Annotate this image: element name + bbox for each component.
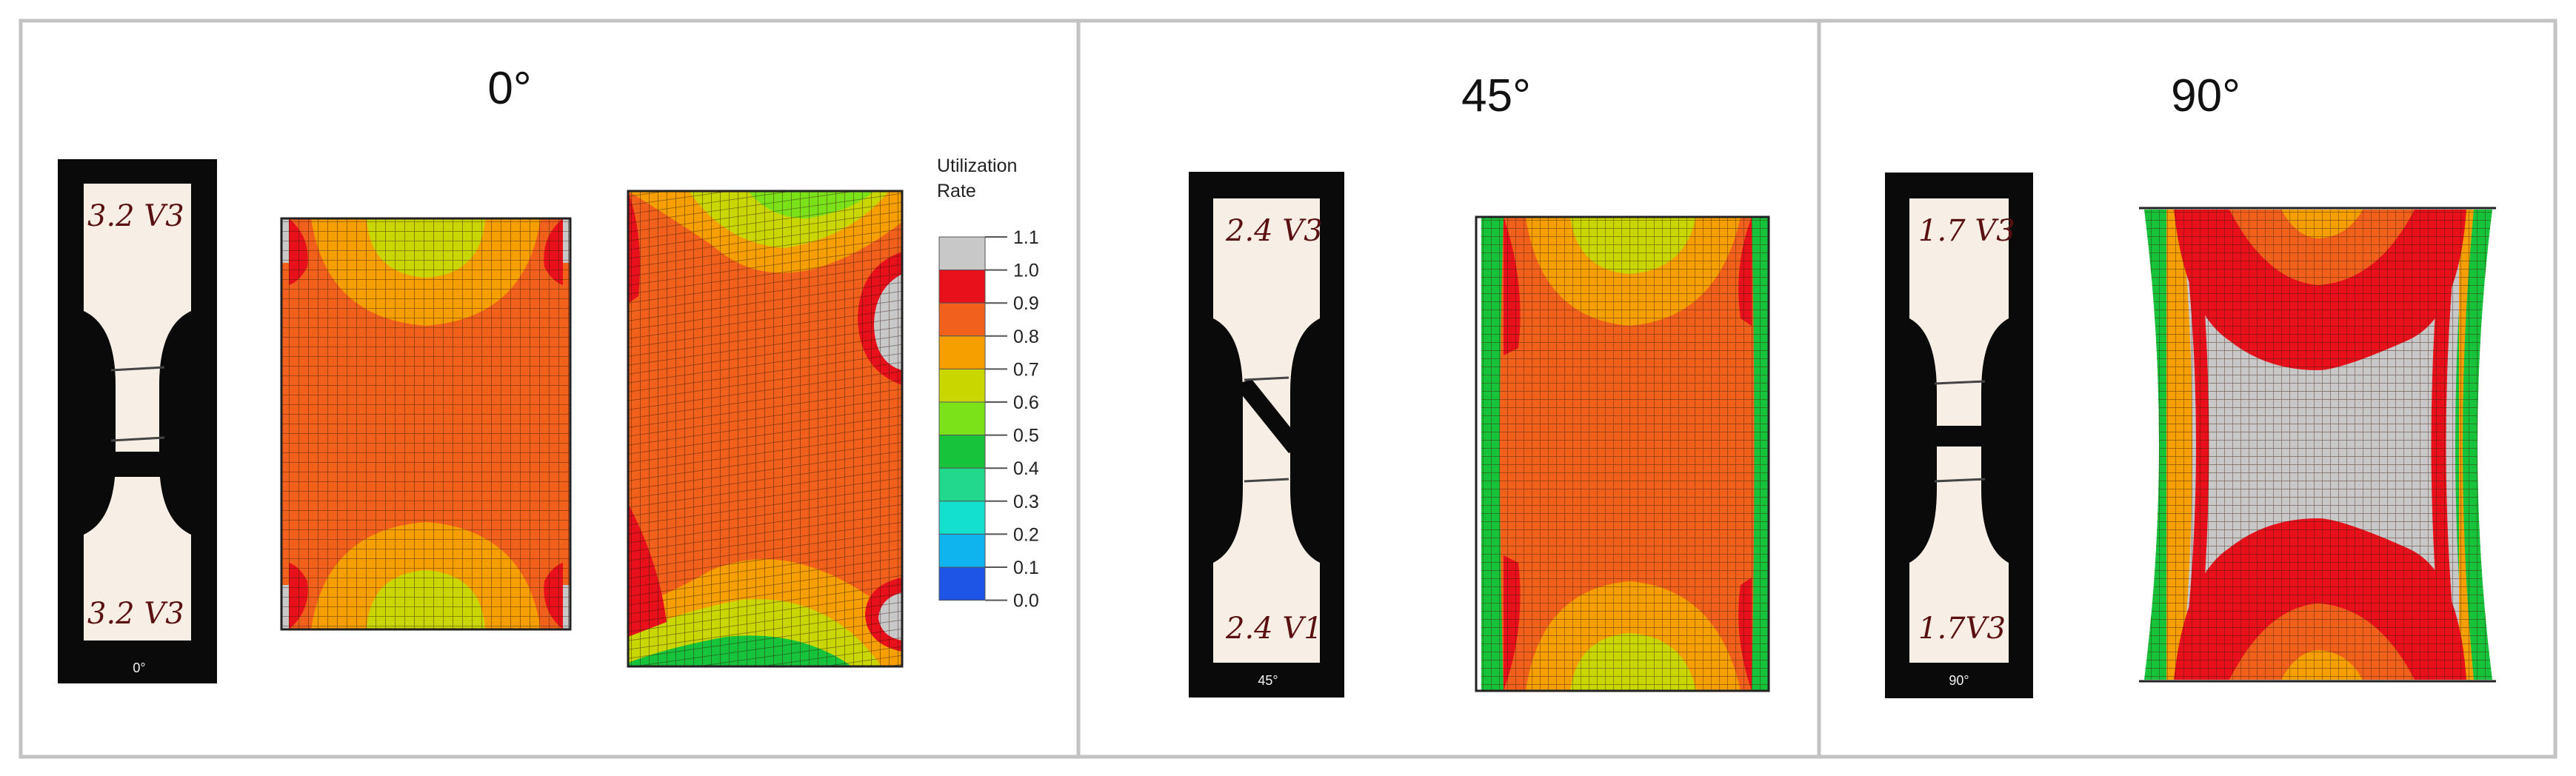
photo-mark-bottom-0: 3.2 V3 <box>87 597 184 631</box>
fe-model-0-deformed <box>627 190 904 668</box>
legend-tick-label: 0.4 <box>1013 458 1039 479</box>
utilization-legend: Utilization Rate 1.1 1.0 0.9 0.8 0.7 0.6 0.5 0.… <box>937 155 1039 612</box>
legend-tick-label: 0.8 <box>1013 327 1039 347</box>
photo-mark-top-45: 2.4 V3 <box>1225 214 1323 248</box>
panel-title-90: 90° <box>2171 70 2240 121</box>
legend-swatch <box>938 566 986 601</box>
legend-swatch <box>938 401 986 436</box>
legend-swatch <box>938 435 986 469</box>
legend-tick-label: 0.3 <box>1013 492 1039 512</box>
legend-color-bar <box>938 236 986 601</box>
legend-swatch <box>938 270 986 304</box>
fe-model-45 <box>1475 215 1770 692</box>
photo-caption-90: 90° <box>1949 673 1969 688</box>
legend-title-line2: Rate <box>937 181 976 201</box>
legend-swatch <box>938 533 986 568</box>
panel-frame-90 <box>1817 19 2557 759</box>
legend-tick-label: 0.2 <box>1013 524 1039 545</box>
photo-mark-bottom-90: 1.7V3 <box>1918 612 2006 646</box>
legend-swatch <box>938 501 986 535</box>
photo-mark-top-90: 1.7 V3 <box>1918 214 2015 248</box>
specimen-photo-0: 3.2 V3 3.2 V3 0° <box>58 159 217 683</box>
legend-tick-label: 1.0 <box>1013 261 1039 281</box>
panel-title-45: 45° <box>1461 70 1531 121</box>
legend-tick-label: 0.6 <box>1013 392 1039 413</box>
specimen-photo-90: 1.7 V3 1.7V3 90° <box>1885 173 2033 698</box>
photo-mark-bottom-45: 2.4 V1 <box>1225 612 1323 646</box>
photo-caption-0: 0° <box>133 660 145 675</box>
legend-tick-label: 0.5 <box>1013 426 1039 446</box>
photo-caption-45: 45° <box>1258 673 1278 688</box>
legend-tick-label: 1.1 <box>1013 227 1039 248</box>
fe-model-0-flat <box>280 217 572 631</box>
specimen-photo-45: 2.4 V3 2.4 V1 45° <box>1189 172 1344 698</box>
legend-tick-label: 0.7 <box>1013 359 1039 380</box>
fe-model-90 <box>2139 207 2496 683</box>
legend-swatch <box>938 335 986 369</box>
legend-swatch <box>938 368 986 403</box>
legend-title-line1: Utilization <box>937 155 1017 176</box>
panel-title-0: 0° <box>487 63 531 114</box>
legend-tick-label: 0.9 <box>1013 293 1039 314</box>
legend-swatch <box>938 302 986 337</box>
photo-mark-top-0: 3.2 V3 <box>87 199 184 233</box>
legend-swatch <box>938 467 986 502</box>
legend-tick-label: 0.0 <box>1013 591 1039 612</box>
legend-swatch <box>938 236 986 271</box>
legend-tick-labels: 1.1 1.0 0.9 0.8 0.7 0.6 0.5 0.4 0.3 0.2 0.1 0.0 <box>985 227 1039 612</box>
legend-tick-label: 0.1 <box>1013 558 1039 578</box>
